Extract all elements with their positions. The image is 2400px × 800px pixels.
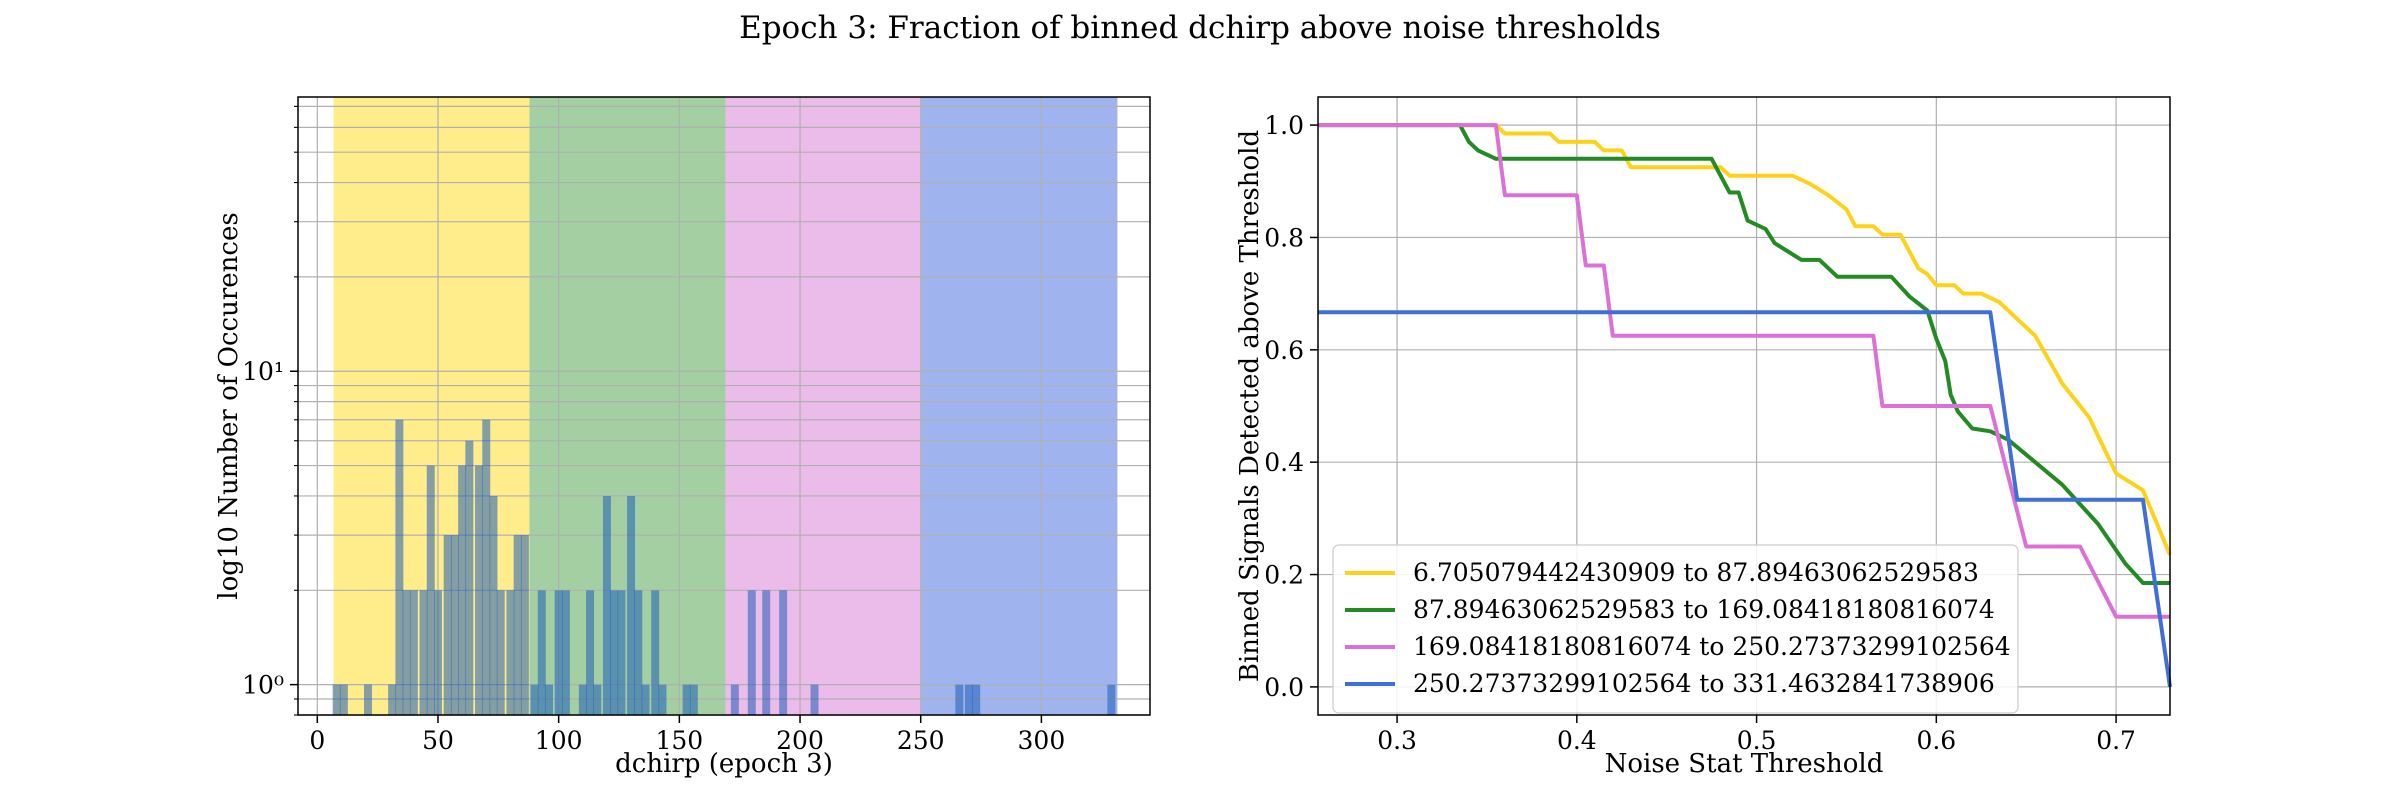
line-panel: 0.3 0.4 0.5 0.6 0.7 0.0 0.2 0.4 0.6 0.8 1.0 Noise …	[1235, 96, 2172, 779]
line-x-axis-label: Noise Stat Threshold	[1605, 749, 1884, 779]
legend-box	[1332, 544, 2019, 714]
histogram-bar	[641, 684, 650, 715]
line-series-group	[1318, 123, 2172, 688]
figure-title: Epoch 3: Fraction of binned dchirp above…	[739, 10, 1661, 46]
histogram-bar	[388, 684, 397, 715]
histogram-bar	[602, 495, 611, 715]
threshold-band-4	[921, 97, 1118, 715]
line-x-tick-label: 0.5	[1737, 726, 1777, 755]
histogram-panel: 0 50 100 150 200 250 300 10⁰ 10¹ dchirp (epoch 3…	[214, 96, 1151, 779]
histogram-x-tick-label: 50	[422, 726, 454, 755]
histogram-bar	[482, 419, 491, 715]
histogram-bar	[955, 684, 964, 715]
histogram-bar	[458, 465, 467, 715]
threshold-bands	[333, 97, 1118, 715]
histogram-bar	[395, 419, 404, 715]
histogram-bar	[332, 684, 341, 715]
histogram-x-tick-label: 250	[897, 726, 945, 755]
histogram-bar	[651, 590, 660, 715]
legend-label-3: 169.08418180816074 to 250.27373299102564	[1413, 632, 2011, 661]
histogram-bar	[762, 590, 771, 715]
histogram-ticks: 0 50 100 150 200 250 300 10⁰ 10¹	[242, 105, 1066, 755]
histogram-x-tick-label: 0	[309, 726, 325, 755]
legend-label-4: 250.27373299102564 to 331.4632841738906	[1413, 669, 1995, 698]
histogram-bar	[513, 535, 522, 715]
line-x-tick-label: 0.6	[1916, 726, 1956, 755]
histogram-bar	[489, 495, 498, 715]
histogram-bar	[419, 590, 428, 715]
histogram-bar	[634, 590, 643, 715]
histogram-bar	[658, 684, 667, 715]
series-line-4	[1318, 310, 2172, 688]
histogram-x-tick-label: 150	[655, 726, 703, 755]
threshold-band-3	[725, 97, 922, 715]
histogram-bar	[475, 465, 484, 715]
histogram-bar	[537, 590, 546, 715]
histogram-bar	[465, 440, 474, 715]
histogram-bar	[747, 590, 756, 715]
line-y-tick-label: 0.4	[1264, 448, 1304, 477]
line-y-tick-label: 1.0	[1264, 111, 1304, 140]
histogram-bar	[578, 684, 587, 715]
histogram-bar	[779, 590, 788, 715]
histogram-bar	[545, 684, 553, 715]
line-y-tick-label: 0.2	[1264, 561, 1304, 590]
histogram-bar	[409, 590, 418, 715]
histogram-y-tick-label: 10⁰	[242, 671, 284, 700]
series-line-2	[1318, 123, 2170, 585]
series-line-3	[1318, 123, 2170, 619]
histogram-bar	[964, 684, 973, 715]
histogram-bar	[434, 590, 442, 715]
histogram-bar	[972, 684, 981, 715]
line-x-tick-label: 0.4	[1557, 726, 1597, 755]
line-y-axis-label: Binned Signals Detected above Threshold	[1235, 130, 1265, 682]
histogram-bar	[554, 590, 563, 715]
histogram-bars	[332, 419, 1116, 715]
histogram-bar	[506, 590, 515, 715]
histogram-bar	[561, 590, 570, 715]
histogram-bar	[627, 495, 636, 715]
histogram-bar	[496, 590, 505, 715]
histogram-x-axis-label: dchirp (epoch 3)	[615, 749, 833, 779]
histogram-bar	[426, 465, 435, 715]
histogram-x-tick-label: 300	[1018, 726, 1066, 755]
legend: 6.705079442430909 to 87.89463062529583 87…	[1332, 544, 2019, 714]
histogram-bar	[443, 535, 452, 715]
histogram-bar	[617, 590, 626, 715]
histogram-bar	[520, 535, 529, 715]
series-line-1	[1318, 123, 2172, 556]
line-x-tick-label: 0.3	[1377, 726, 1417, 755]
histogram-bar	[810, 684, 819, 715]
line-x-tick-label: 0.7	[2096, 726, 2136, 755]
histogram-bar	[682, 684, 691, 715]
histogram-bar	[593, 684, 602, 715]
histogram-bar	[339, 684, 348, 715]
histogram-y-tick-label: 10¹	[242, 357, 284, 386]
histogram-bar	[450, 535, 459, 715]
line-y-tick-label: 0.6	[1264, 336, 1304, 365]
histogram-frame	[297, 96, 1151, 716]
histogram-bar	[402, 590, 411, 715]
histogram-bar	[610, 590, 619, 715]
histogram-bar	[1107, 684, 1116, 715]
legend-label-2: 87.89463062529583 to 169.08418180816074	[1413, 595, 1995, 624]
histogram-bar	[530, 684, 539, 715]
line-y-tick-label: 0.0	[1264, 673, 1304, 702]
histogram-bar	[586, 590, 595, 715]
line-ticks: 0.3 0.4 0.5 0.6 0.7 0.0 0.2 0.4 0.6 0.8 1.0	[1264, 111, 2136, 755]
histogram-bar	[730, 684, 739, 715]
histogram-x-tick-label: 100	[535, 726, 583, 755]
line-y-tick-label: 0.8	[1264, 223, 1304, 252]
histogram-bar	[689, 684, 698, 715]
histogram-bar	[364, 684, 372, 715]
histogram-y-axis-label: log10 Number of Occurences	[214, 212, 244, 599]
histogram-x-tick-label: 200	[776, 726, 824, 755]
legend-label-1: 6.705079442430909 to 87.89463062529583	[1413, 558, 1979, 587]
line-frame	[1317, 96, 2171, 716]
